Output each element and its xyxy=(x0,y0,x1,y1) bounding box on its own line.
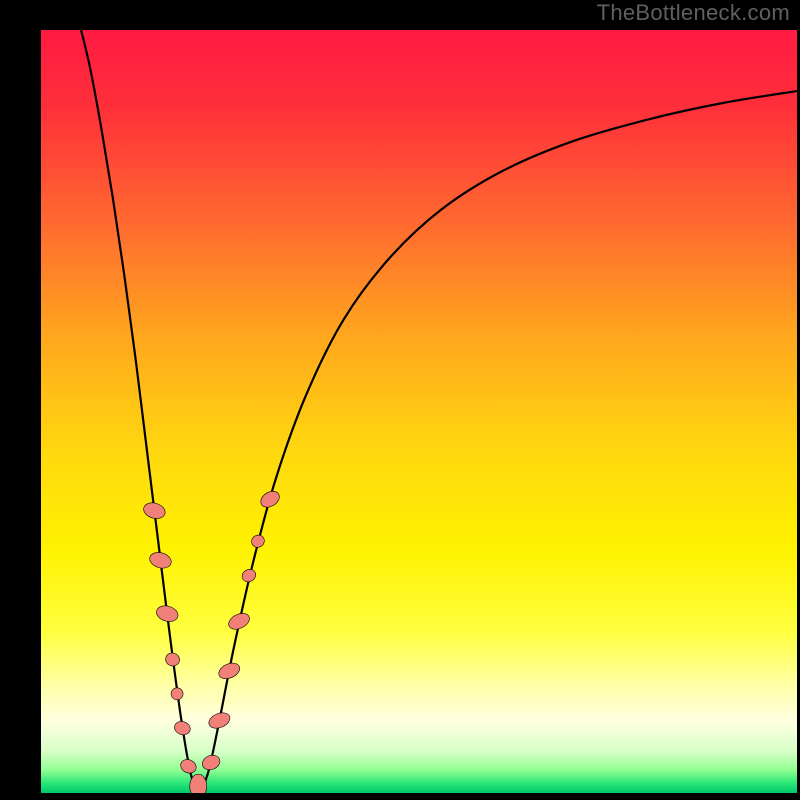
chart-container: TheBottleneck.com xyxy=(0,0,800,800)
watermark-text: TheBottleneck.com xyxy=(597,0,790,26)
bottleneck-curve-chart xyxy=(0,0,800,800)
gradient-background xyxy=(41,30,797,793)
curve-marker xyxy=(171,688,183,700)
